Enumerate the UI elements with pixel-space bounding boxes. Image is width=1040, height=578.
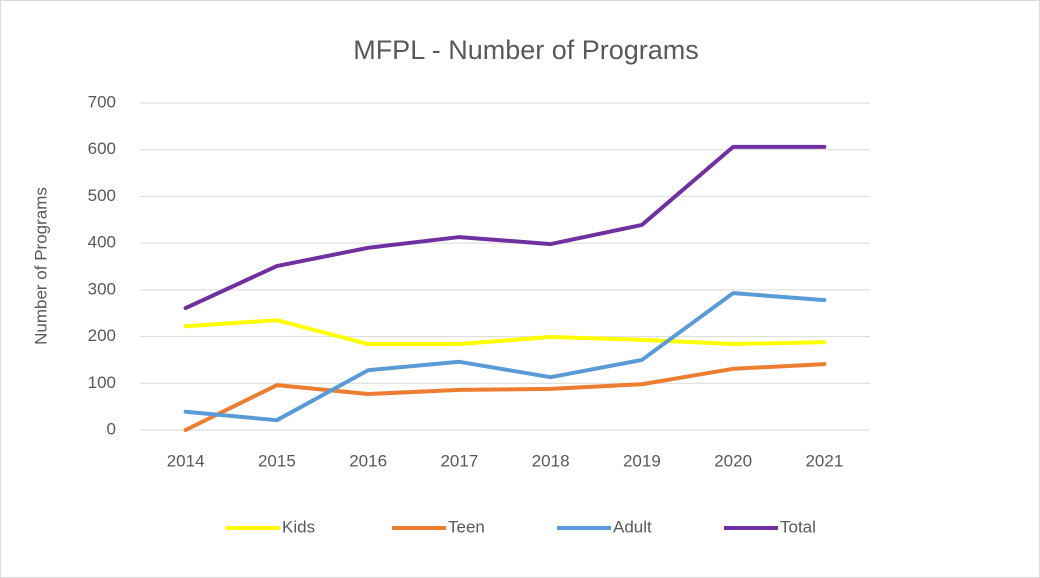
x-tick-label: 2018	[532, 451, 570, 470]
x-tick-label: 2021	[805, 451, 843, 470]
y-tick-label: 0	[107, 419, 116, 438]
series-line	[183, 291, 827, 423]
legend-label: Teen	[448, 517, 485, 536]
y-axis-label: Number of Programs	[31, 187, 50, 345]
chart-title: MFPL - Number of Programs	[353, 35, 699, 65]
y-tick-label: 200	[88, 326, 116, 345]
series-line	[183, 144, 827, 311]
legend-label: Kids	[282, 517, 315, 536]
x-tick-label: 2020	[714, 451, 752, 470]
y-tick-label: 700	[88, 92, 116, 111]
y-tick-label: 100	[88, 373, 116, 392]
series-line	[183, 362, 827, 432]
y-tick-label: 400	[88, 233, 116, 252]
x-tick-label: 2017	[440, 451, 478, 470]
x-tick-label: 2019	[623, 451, 661, 470]
x-tick-label: 2015	[258, 451, 296, 470]
series-line	[183, 318, 827, 347]
x-tick-label: 2014	[167, 451, 205, 470]
x-tick-label: 2016	[349, 451, 387, 470]
y-tick-label: 500	[88, 186, 116, 205]
legend-label: Total	[780, 517, 816, 536]
y-tick-label: 600	[88, 139, 116, 158]
legend-label: Adult	[613, 517, 652, 536]
y-tick-label: 300	[88, 279, 116, 298]
